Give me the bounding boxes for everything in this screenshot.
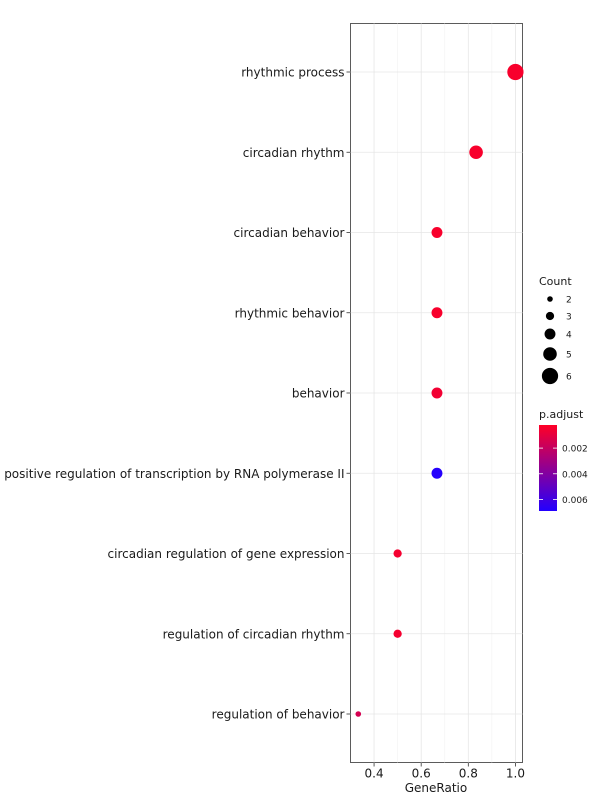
y-tick-label: regulation of behavior bbox=[212, 708, 345, 722]
data-point bbox=[431, 307, 443, 319]
color-legend-label: 0.004 bbox=[562, 470, 588, 480]
y-tick-label: regulation of circadian rhythm bbox=[163, 627, 345, 641]
size-legend-key bbox=[545, 311, 555, 321]
x-tick-label: 0.4 bbox=[365, 767, 384, 781]
y-axis: rhythmic process circadian rhythm circadia… bbox=[4, 66, 351, 722]
points-layer bbox=[355, 63, 524, 717]
x-tick-label: 0.6 bbox=[412, 767, 431, 781]
size-legend-label: 2 bbox=[566, 296, 572, 306]
x-axis: 0.4 0.6 0.8 1.0 bbox=[365, 762, 525, 781]
size-legend-label: 3 bbox=[566, 313, 572, 323]
size-legend-label: 5 bbox=[566, 351, 572, 361]
color-legend-label: 0.006 bbox=[562, 496, 588, 506]
y-tick-label: circadian rhythm bbox=[243, 146, 345, 160]
data-point bbox=[431, 227, 443, 238]
data-point bbox=[355, 711, 362, 717]
size-legend-label: 4 bbox=[566, 331, 572, 341]
data-point bbox=[393, 549, 402, 558]
data-point bbox=[469, 145, 483, 160]
y-tick-label: circadian regulation of gene expression bbox=[108, 547, 345, 561]
size-legend-key bbox=[544, 328, 556, 340]
x-tick-label: 1.0 bbox=[506, 767, 525, 781]
data-point bbox=[431, 387, 443, 399]
size-legend-key bbox=[547, 296, 553, 302]
y-tick-label: rhythmic process bbox=[241, 66, 344, 80]
y-tick-label: behavior bbox=[292, 387, 345, 401]
size-legend: Count 2 3 4 5 6 bbox=[539, 275, 572, 385]
x-axis-title: GeneRatio bbox=[405, 781, 467, 795]
data-point bbox=[393, 629, 402, 638]
size-legend-title: Count bbox=[539, 275, 572, 288]
data-point bbox=[507, 63, 524, 81]
color-legend: p.adjust 0.002 0.004 0.006 bbox=[539, 408, 588, 511]
y-tick-label: circadian behavior bbox=[234, 226, 345, 240]
x-tick-label: 0.8 bbox=[459, 767, 478, 781]
data-point bbox=[431, 467, 443, 479]
color-bar bbox=[539, 425, 557, 511]
size-legend-key bbox=[541, 367, 559, 385]
color-legend-label: 0.002 bbox=[562, 445, 588, 455]
color-legend-title: p.adjust bbox=[539, 408, 584, 421]
y-tick-label: rhythmic behavior bbox=[235, 306, 345, 320]
y-tick-label: positive regulation of transcription by … bbox=[4, 467, 344, 481]
size-legend-key bbox=[543, 347, 557, 361]
size-legend-label: 6 bbox=[566, 373, 572, 383]
